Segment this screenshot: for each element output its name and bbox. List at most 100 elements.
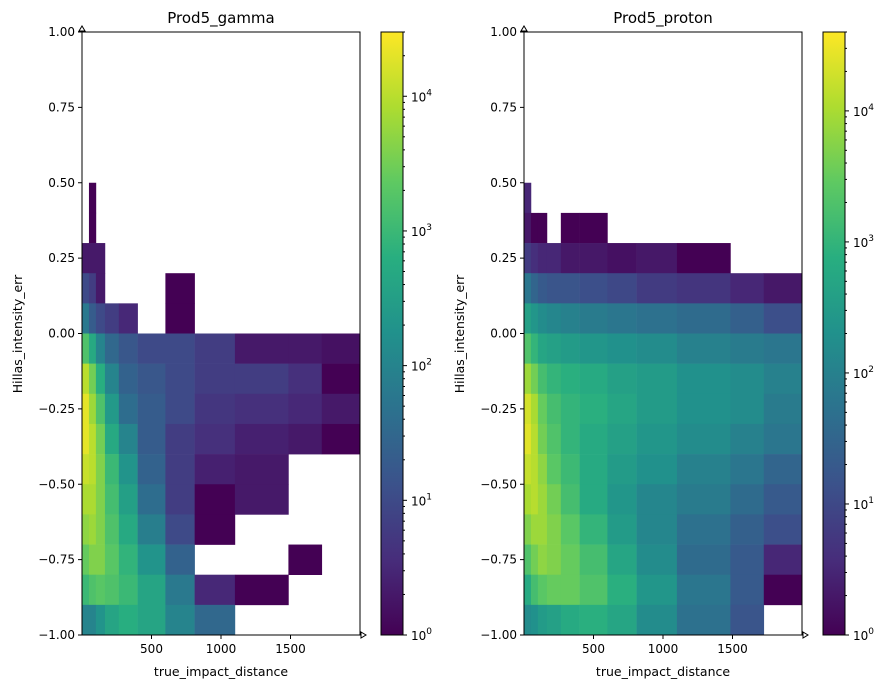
heatmap-cell [194,484,236,515]
heatmap-cell [104,574,120,606]
heatmap-cell [530,393,539,425]
y-tick-label: 1.00 [48,25,75,39]
heatmap-cell [88,574,97,606]
colorbar-tick-label: 101 [853,496,874,512]
heatmap-cell [88,182,97,214]
heatmap-cell [676,393,731,425]
x-tick-label: 1500 [275,642,306,656]
heatmap-cell [118,333,138,364]
chart-title: Prod5_proton [613,9,712,28]
heatmap-cell [676,303,731,334]
heatmap-cell [530,484,539,515]
heatmap-cell [579,363,608,395]
heatmap-cell [137,393,166,425]
heatmap-cell [234,423,289,455]
heatmap-cell [165,574,195,606]
heatmap-cell [763,363,803,395]
y-tick-label: −0.50 [480,477,517,491]
y-tick-label: 0.75 [48,100,75,114]
heatmap-cell [537,333,548,364]
heatmap-cell [95,273,106,304]
heatmap-cell [560,454,580,485]
x-axis-label: true_impact_distance [154,664,288,679]
heatmap-cell [537,243,548,274]
heatmap-cell [579,303,608,334]
heatmap-cell [579,212,608,244]
heatmap-cell [560,212,580,244]
heatmap-cell [95,604,106,636]
heatmap-cell [524,182,532,214]
heatmap-cell [104,423,120,455]
heatmap-cell [730,484,765,515]
heatmap-cell [579,423,608,455]
heatmap-cell [530,604,539,636]
y-tick-label: 0.25 [48,251,75,265]
heatmap-cell [530,273,539,304]
heatmap-cell [88,333,97,364]
heatmap-cell [104,604,120,636]
heatmap-cell [234,454,289,485]
heatmap-cell [763,514,803,545]
heatmap-cell [82,454,90,485]
heatmap-cell [676,273,731,304]
heatmap-cell [607,574,637,606]
heatmap-cell [524,604,532,636]
heatmap-cell [194,604,236,636]
heatmap-cell [579,333,608,364]
heatmap-cell [194,574,236,606]
heatmap-cell [730,574,765,606]
heatmap-cell [524,484,532,515]
heatmap-cell [88,544,97,575]
heatmap-cell [321,333,361,364]
gamma-panel: Prod5_gamma true_impact_distance Hillas_… [10,9,432,679]
heatmap-cell [137,604,166,636]
heatmap-cell [524,273,532,304]
heatmap-cell [730,273,765,304]
proton-panel: Prod5_proton true_impact_distance Hillas… [452,9,874,679]
heatmap-cell [95,514,106,545]
heatmap-cell [194,454,236,485]
heatmap-cell [95,454,106,485]
heatmap-cell [636,514,678,545]
heatmap-cell [104,393,120,425]
colorbar-tick-label: 100 [411,627,432,643]
heatmap-cell [546,604,562,636]
heatmap-cells [524,182,803,636]
heatmap-cell [546,484,562,515]
heatmap-cell [321,363,361,395]
heatmap-cell [676,574,731,606]
heatmap-cell [118,514,138,545]
x-tick-label: 500 [582,642,605,656]
heatmap-cell [579,243,608,274]
heatmap-cell [763,333,803,364]
heatmap-cell [560,574,580,606]
heatmap-cell [537,393,548,425]
heatmap-cell [82,363,90,395]
heatmap-cell [546,393,562,425]
heatmap-cell [88,363,97,395]
heatmap-cell [165,514,195,545]
heatmap-cell [560,423,580,455]
heatmap-cell [537,544,548,575]
heatmap-cell [165,604,195,636]
heatmap-cell [676,333,731,364]
heatmap-cell [579,544,608,575]
heatmap-cell [579,514,608,545]
heatmap-cell [530,544,539,575]
heatmap-cell [607,454,637,485]
heatmap-cell [137,514,166,545]
y-tick-label: 1.00 [490,25,517,39]
heatmap-cell [118,423,138,455]
heatmap-cell [546,273,562,304]
heatmap-cell [530,423,539,455]
heatmap-cell [537,514,548,545]
heatmap-cell [730,604,765,636]
heatmap-cell [104,363,120,395]
heatmap-cell [194,423,236,455]
heatmap-cell [194,363,236,395]
heatmap-cell [530,243,539,274]
heatmap-cell [607,333,637,364]
heatmap-cell [82,574,90,606]
colorbar-tick-label: 102 [853,365,874,381]
heatmap-cell [530,212,539,244]
